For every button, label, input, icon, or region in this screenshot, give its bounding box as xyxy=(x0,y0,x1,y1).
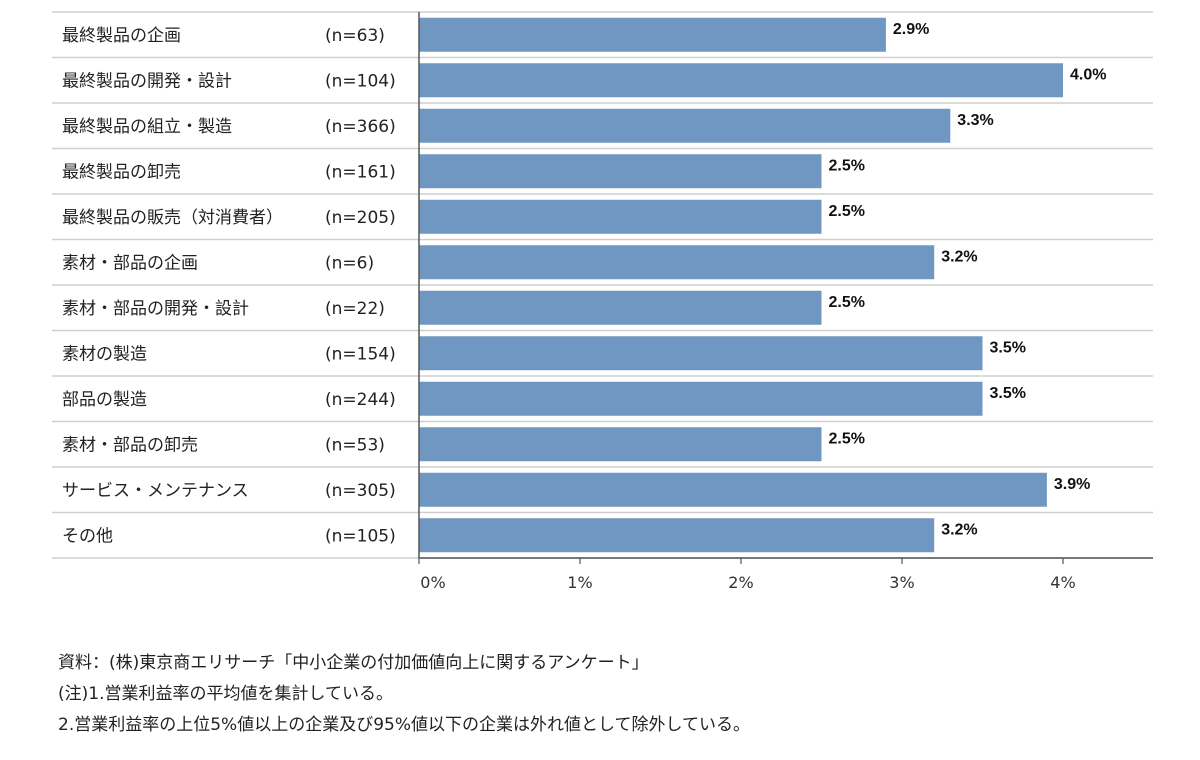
category-label: 素材・部品の卸売 xyxy=(62,435,198,455)
value-label: 4.0% xyxy=(1070,66,1106,83)
x-tick-label: 3% xyxy=(889,573,914,592)
category-label: 部品の製造 xyxy=(62,390,147,410)
value-label: 3.5% xyxy=(990,339,1026,356)
sample-size-label: (n=366) xyxy=(325,117,396,137)
value-label: 3.3% xyxy=(957,112,993,129)
x-tick-label: 2% xyxy=(728,573,753,592)
category-label: 最終製品の組立・製造 xyxy=(62,117,232,137)
category-label: その他 xyxy=(62,526,113,546)
bar xyxy=(419,290,822,325)
category-label: 最終製品の卸売 xyxy=(62,162,181,182)
note-1: (注)1.営業利益率の平均値を集計している。 xyxy=(58,684,393,704)
sample-size-label: (n=53) xyxy=(325,435,385,455)
sample-size-label: (n=22) xyxy=(325,299,385,319)
source-note: 資料：(株)東京商エリサーチ「中小企業の付加価値向上に関するアンケート」 xyxy=(58,653,649,673)
category-label: サービス・メンテナンス xyxy=(62,481,249,501)
category-label: 最終製品の販売（対消費者） xyxy=(62,208,283,228)
sample-size-label: (n=6) xyxy=(325,253,374,273)
category-label: 素材・部品の開発・設計 xyxy=(62,299,249,319)
bar xyxy=(419,154,822,189)
bar xyxy=(419,518,935,553)
value-label: 2.5% xyxy=(829,157,865,174)
bar xyxy=(419,336,983,371)
value-label: 3.9% xyxy=(1054,476,1090,493)
bar xyxy=(419,427,822,462)
value-label: 3.2% xyxy=(941,521,977,538)
category-label: 最終製品の開発・設計 xyxy=(62,71,232,91)
bar xyxy=(419,17,886,52)
sample-size-label: (n=305) xyxy=(325,481,396,501)
bar xyxy=(419,108,951,143)
sample-size-label: (n=154) xyxy=(325,344,396,364)
bar xyxy=(419,472,1047,507)
value-label: 2.5% xyxy=(829,203,865,220)
value-label: 2.9% xyxy=(893,21,929,38)
sample-size-label: (n=105) xyxy=(325,526,396,546)
category-label: 素材・部品の企画 xyxy=(62,253,198,273)
value-label: 3.2% xyxy=(941,248,977,265)
value-label: 2.5% xyxy=(829,430,865,447)
value-label: 2.5% xyxy=(829,294,865,311)
sample-size-label: (n=244) xyxy=(325,390,396,410)
source-notes: 資料：(株)東京商エリサーチ「中小企業の付加価値向上に関するアンケート」 (注)… xyxy=(58,648,750,741)
x-tick-label: 4% xyxy=(1050,573,1075,592)
sample-size-label: (n=104) xyxy=(325,71,396,91)
x-tick-label: 1% xyxy=(567,573,592,592)
bar xyxy=(419,245,935,280)
sample-size-label: (n=205) xyxy=(325,208,396,228)
bar-chart: 最終製品の企画 (n=63) 2.9% 最終製品の開発・設計 (n=104) 4.0% 最終… xyxy=(52,11,1153,592)
note-2: 2.営業利益率の上位5%値以上の企業及び95%値以下の企業は外れ値として除外して… xyxy=(58,715,750,735)
bar xyxy=(419,381,983,416)
x-tick-label: 0% xyxy=(420,573,445,592)
category-label: 素材の製造 xyxy=(62,344,147,364)
sample-size-label: (n=161) xyxy=(325,162,396,182)
bar xyxy=(419,63,1063,98)
category-label: 最終製品の企画 xyxy=(62,26,181,46)
sample-size-label: (n=63) xyxy=(325,26,385,46)
value-label: 3.5% xyxy=(990,385,1026,402)
bar xyxy=(419,199,822,234)
